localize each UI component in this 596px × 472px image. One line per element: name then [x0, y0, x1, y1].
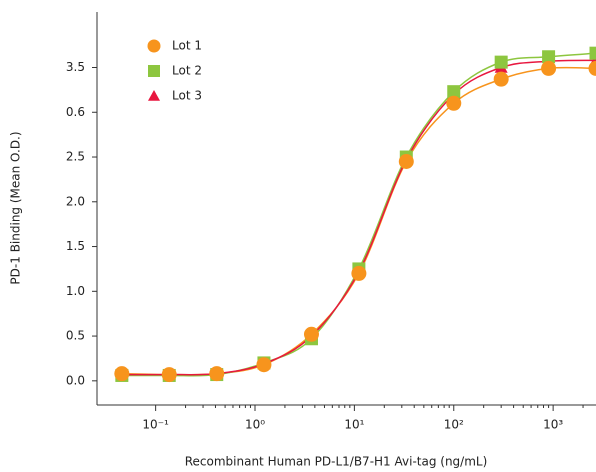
series-line — [121, 59, 596, 376]
data-point — [256, 357, 272, 373]
x-axis-label: Recombinant Human PD-L1/B7-H1 Avi-tag (n… — [185, 455, 488, 469]
x-tick-label: 10¹ — [344, 418, 364, 432]
data-point — [588, 60, 596, 76]
data-point — [589, 46, 596, 60]
data-point — [303, 326, 319, 342]
legend-marker — [147, 39, 161, 53]
y-tick-label: 0.0 — [66, 373, 85, 387]
x-tick-label: 10⁰ — [245, 418, 265, 432]
data-point — [494, 55, 508, 69]
x-tick-label: 10² — [444, 418, 464, 432]
data-point — [541, 60, 557, 76]
y-tick-label: 1.5 — [66, 239, 85, 253]
series-line — [121, 66, 596, 376]
y-tick-label: 3.5 — [66, 60, 85, 74]
data-point — [542, 50, 556, 64]
y-tick-label: 0.6 — [66, 105, 85, 119]
data-point — [493, 71, 509, 87]
data-point — [398, 154, 414, 170]
data-point — [447, 85, 461, 99]
legend-label: Lot 2 — [172, 64, 202, 78]
data-point — [114, 366, 130, 382]
legend-marker — [148, 90, 160, 101]
x-tick-label: 10³ — [543, 418, 563, 432]
legend-label: Lot 3 — [172, 89, 202, 103]
y-tick-label: 0.5 — [66, 329, 85, 343]
y-tick-label: 2.5 — [66, 150, 85, 164]
data-point — [161, 367, 177, 383]
data-point — [351, 265, 367, 281]
legend-marker — [148, 65, 160, 77]
y-axis-label: PD-1 Binding (Mean O.D.) — [9, 131, 23, 284]
data-point — [446, 95, 462, 111]
x-tick-label: 10⁻¹ — [142, 418, 169, 432]
y-tick-label: 1.0 — [66, 284, 85, 298]
data-point — [209, 366, 225, 382]
legend-label: Lot 1 — [172, 39, 202, 53]
y-tick-label: 2.0 — [66, 194, 85, 208]
